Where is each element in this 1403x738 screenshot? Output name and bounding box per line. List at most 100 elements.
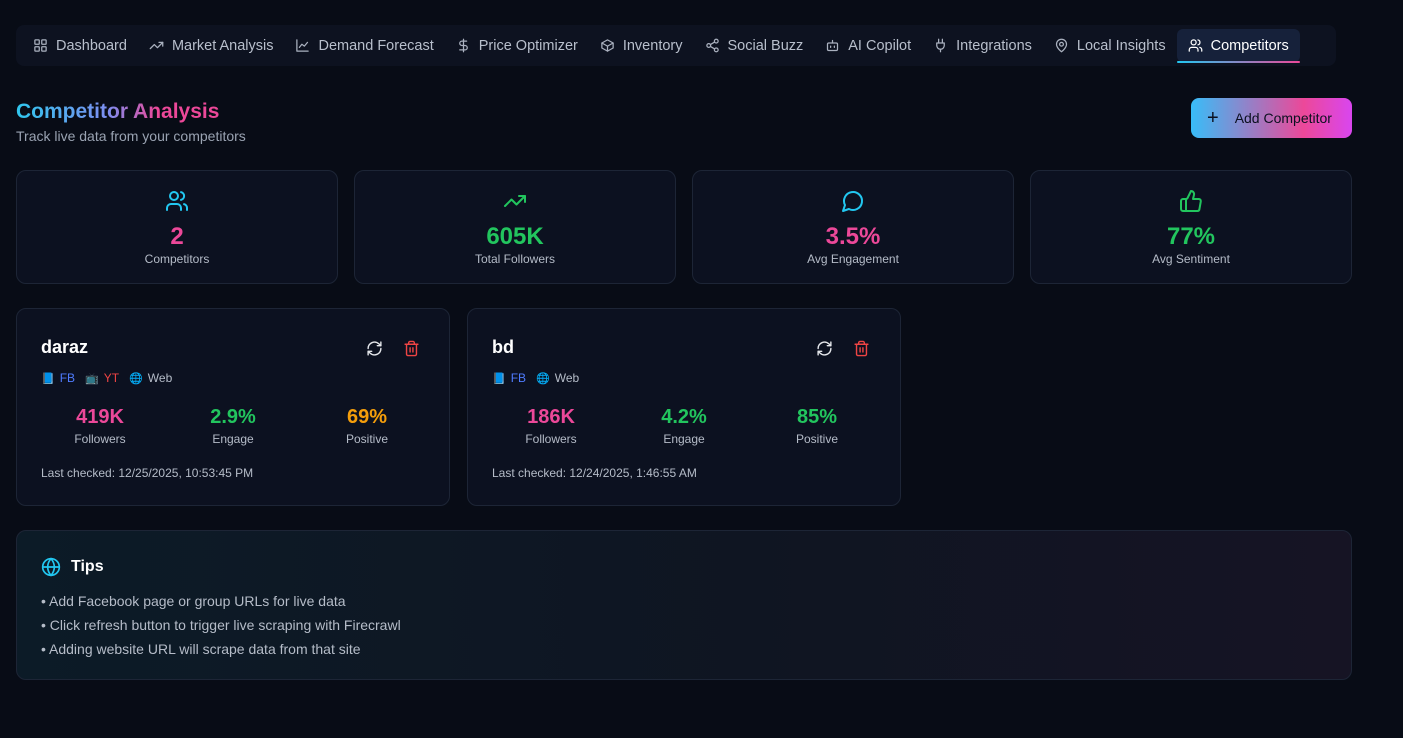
trending-up-icon bbox=[504, 195, 526, 207]
facebook-tag: 📘 FB bbox=[492, 371, 526, 385]
page-title: Competitor Analysis bbox=[16, 100, 220, 123]
tab-label: Local Insights bbox=[1076, 37, 1166, 54]
globe-icon: 🌐 bbox=[129, 372, 143, 385]
facebook-icon: 📘 bbox=[41, 372, 55, 385]
tag-label: Web bbox=[147, 371, 173, 385]
tab-demand-forecast[interactable]: Demand Forecast bbox=[284, 29, 444, 62]
tab-social-buzz[interactable]: Social Buzz bbox=[694, 29, 815, 62]
metric-label: Followers bbox=[74, 432, 126, 446]
tag-label: Web bbox=[554, 371, 580, 385]
grid-icon bbox=[34, 39, 47, 52]
stat-label: Avg Engagement bbox=[807, 252, 899, 266]
dollar-icon bbox=[458, 38, 468, 53]
stat-value: 3.5% bbox=[825, 223, 881, 250]
tab-inventory[interactable]: Inventory bbox=[589, 29, 694, 62]
stat-label: Avg Sentiment bbox=[1152, 252, 1230, 266]
stat-label: Competitors bbox=[144, 252, 210, 266]
stat-value: 605K bbox=[486, 223, 544, 250]
source-tags: 📘 FB 🌐 Web bbox=[492, 371, 589, 385]
metric-label: Engage bbox=[663, 432, 705, 446]
tag-label: YT bbox=[103, 371, 120, 385]
tab-local-insights[interactable]: Local Insights bbox=[1043, 29, 1177, 62]
globe-icon bbox=[41, 557, 61, 577]
metric-label: Positive bbox=[795, 432, 839, 446]
metric-label: Positive bbox=[345, 432, 389, 446]
metric-positive: 69% Positive bbox=[307, 406, 427, 446]
refresh-icon[interactable] bbox=[816, 340, 833, 357]
share-icon bbox=[705, 38, 719, 53]
add-competitor-label: Add Competitor bbox=[1234, 110, 1332, 126]
metric-positive: 85% Positive bbox=[757, 406, 877, 446]
map-pin-icon bbox=[1055, 38, 1068, 53]
stat-value: 77% bbox=[1166, 223, 1216, 250]
competitor-actions bbox=[366, 340, 420, 357]
tab-dashboard[interactable]: Dashboard bbox=[22, 29, 138, 62]
line-chart-icon bbox=[296, 39, 310, 52]
metric-value: 186K bbox=[527, 406, 575, 428]
page-subtitle: Track live data from your competitors bbox=[16, 128, 246, 144]
trash-icon[interactable] bbox=[403, 340, 420, 357]
competitor-name: daraz bbox=[41, 337, 89, 357]
tab-competitors[interactable]: Competitors bbox=[1176, 29, 1300, 63]
tips-title: Tips bbox=[71, 558, 104, 575]
metric-label: Followers bbox=[525, 432, 577, 446]
box-icon bbox=[601, 39, 614, 52]
top-nav: Dashboard Market Analysis Demand Forecas… bbox=[16, 25, 1336, 66]
trending-up-icon bbox=[149, 41, 164, 50]
source-tags: 📘 FB 📺 YT 🌐 Web bbox=[41, 371, 182, 385]
youtube-tag: 📺 YT bbox=[85, 371, 119, 385]
tab-label: Market Analysis bbox=[171, 37, 274, 54]
facebook-tag: 📘 FB bbox=[41, 371, 75, 385]
metric-label: Engage bbox=[212, 432, 254, 446]
competitor-card: daraz 📘 FB 📺 YT 🌐 Web 419K Followers 2.9% E… bbox=[16, 308, 450, 506]
thumbs-up-icon bbox=[1180, 189, 1202, 212]
users-icon bbox=[166, 191, 189, 211]
stat-card-total-followers: 605K Total Followers bbox=[354, 170, 676, 284]
tip-item: • Adding website URL will scrape data fr… bbox=[41, 641, 361, 657]
metric-value: 69% bbox=[346, 406, 388, 428]
tab-label: Inventory bbox=[622, 37, 683, 54]
bot-icon bbox=[827, 39, 839, 52]
message-circle-icon bbox=[842, 191, 863, 212]
tab-label: AI Copilot bbox=[848, 37, 912, 54]
tab-label: Demand Forecast bbox=[318, 37, 434, 54]
last-checked: Last checked: 12/25/2025, 10:53:45 PM bbox=[41, 466, 254, 480]
youtube-icon: 📺 bbox=[85, 372, 99, 385]
metric-value: 419K bbox=[76, 406, 124, 428]
facebook-icon: 📘 bbox=[492, 372, 506, 385]
tab-price-optimizer[interactable]: Price Optimizer bbox=[445, 29, 589, 62]
tab-ai-copilot[interactable]: AI Copilot bbox=[814, 29, 922, 62]
competitor-actions bbox=[816, 340, 870, 357]
users-icon bbox=[1188, 39, 1202, 52]
plug-icon bbox=[936, 38, 946, 53]
metric-engage: 2.9% Engage bbox=[173, 406, 293, 446]
tab-label: Dashboard bbox=[56, 37, 127, 54]
tips-panel: Tips • Add Facebook page or group URLs f… bbox=[16, 530, 1352, 680]
competitor-card: bd 📘 FB 🌐 Web 186K Followers 4.2% Engage 8… bbox=[467, 308, 901, 506]
stat-label: Total Followers bbox=[474, 252, 556, 266]
tab-label: Social Buzz bbox=[727, 37, 804, 54]
trash-icon[interactable] bbox=[853, 340, 870, 357]
metric-followers: 419K Followers bbox=[40, 406, 160, 446]
tab-label: Price Optimizer bbox=[478, 37, 578, 54]
add-competitor-button[interactable]: + Add Competitor bbox=[1191, 98, 1352, 138]
metric-engage: 4.2% Engage bbox=[624, 406, 744, 446]
tab-integrations[interactable]: Integrations bbox=[922, 29, 1043, 62]
tip-item: • Add Facebook page or group URLs for li… bbox=[41, 593, 346, 609]
stat-card-competitors: 2 Competitors bbox=[16, 170, 338, 284]
last-checked: Last checked: 12/24/2025, 1:46:55 AM bbox=[492, 466, 697, 480]
competitor-name: bd bbox=[492, 337, 514, 357]
tips-list: • Add Facebook page or group URLs for li… bbox=[41, 589, 401, 661]
tag-label: FB bbox=[510, 371, 527, 385]
tips-header: Tips bbox=[41, 557, 104, 577]
metric-value: 2.9% bbox=[210, 406, 256, 428]
metric-value: 85% bbox=[796, 406, 838, 428]
globe-icon: 🌐 bbox=[536, 372, 550, 385]
plus-icon: + bbox=[1207, 107, 1219, 129]
refresh-icon[interactable] bbox=[366, 340, 383, 357]
web-tag: 🌐 Web bbox=[129, 371, 172, 385]
stat-value: 2 bbox=[170, 223, 184, 250]
stat-card-avg-sentiment: 77% Avg Sentiment bbox=[1030, 170, 1352, 284]
tab-market-analysis[interactable]: Market Analysis bbox=[138, 29, 285, 62]
stat-card-avg-engagement: 3.5% Avg Engagement bbox=[692, 170, 1014, 284]
